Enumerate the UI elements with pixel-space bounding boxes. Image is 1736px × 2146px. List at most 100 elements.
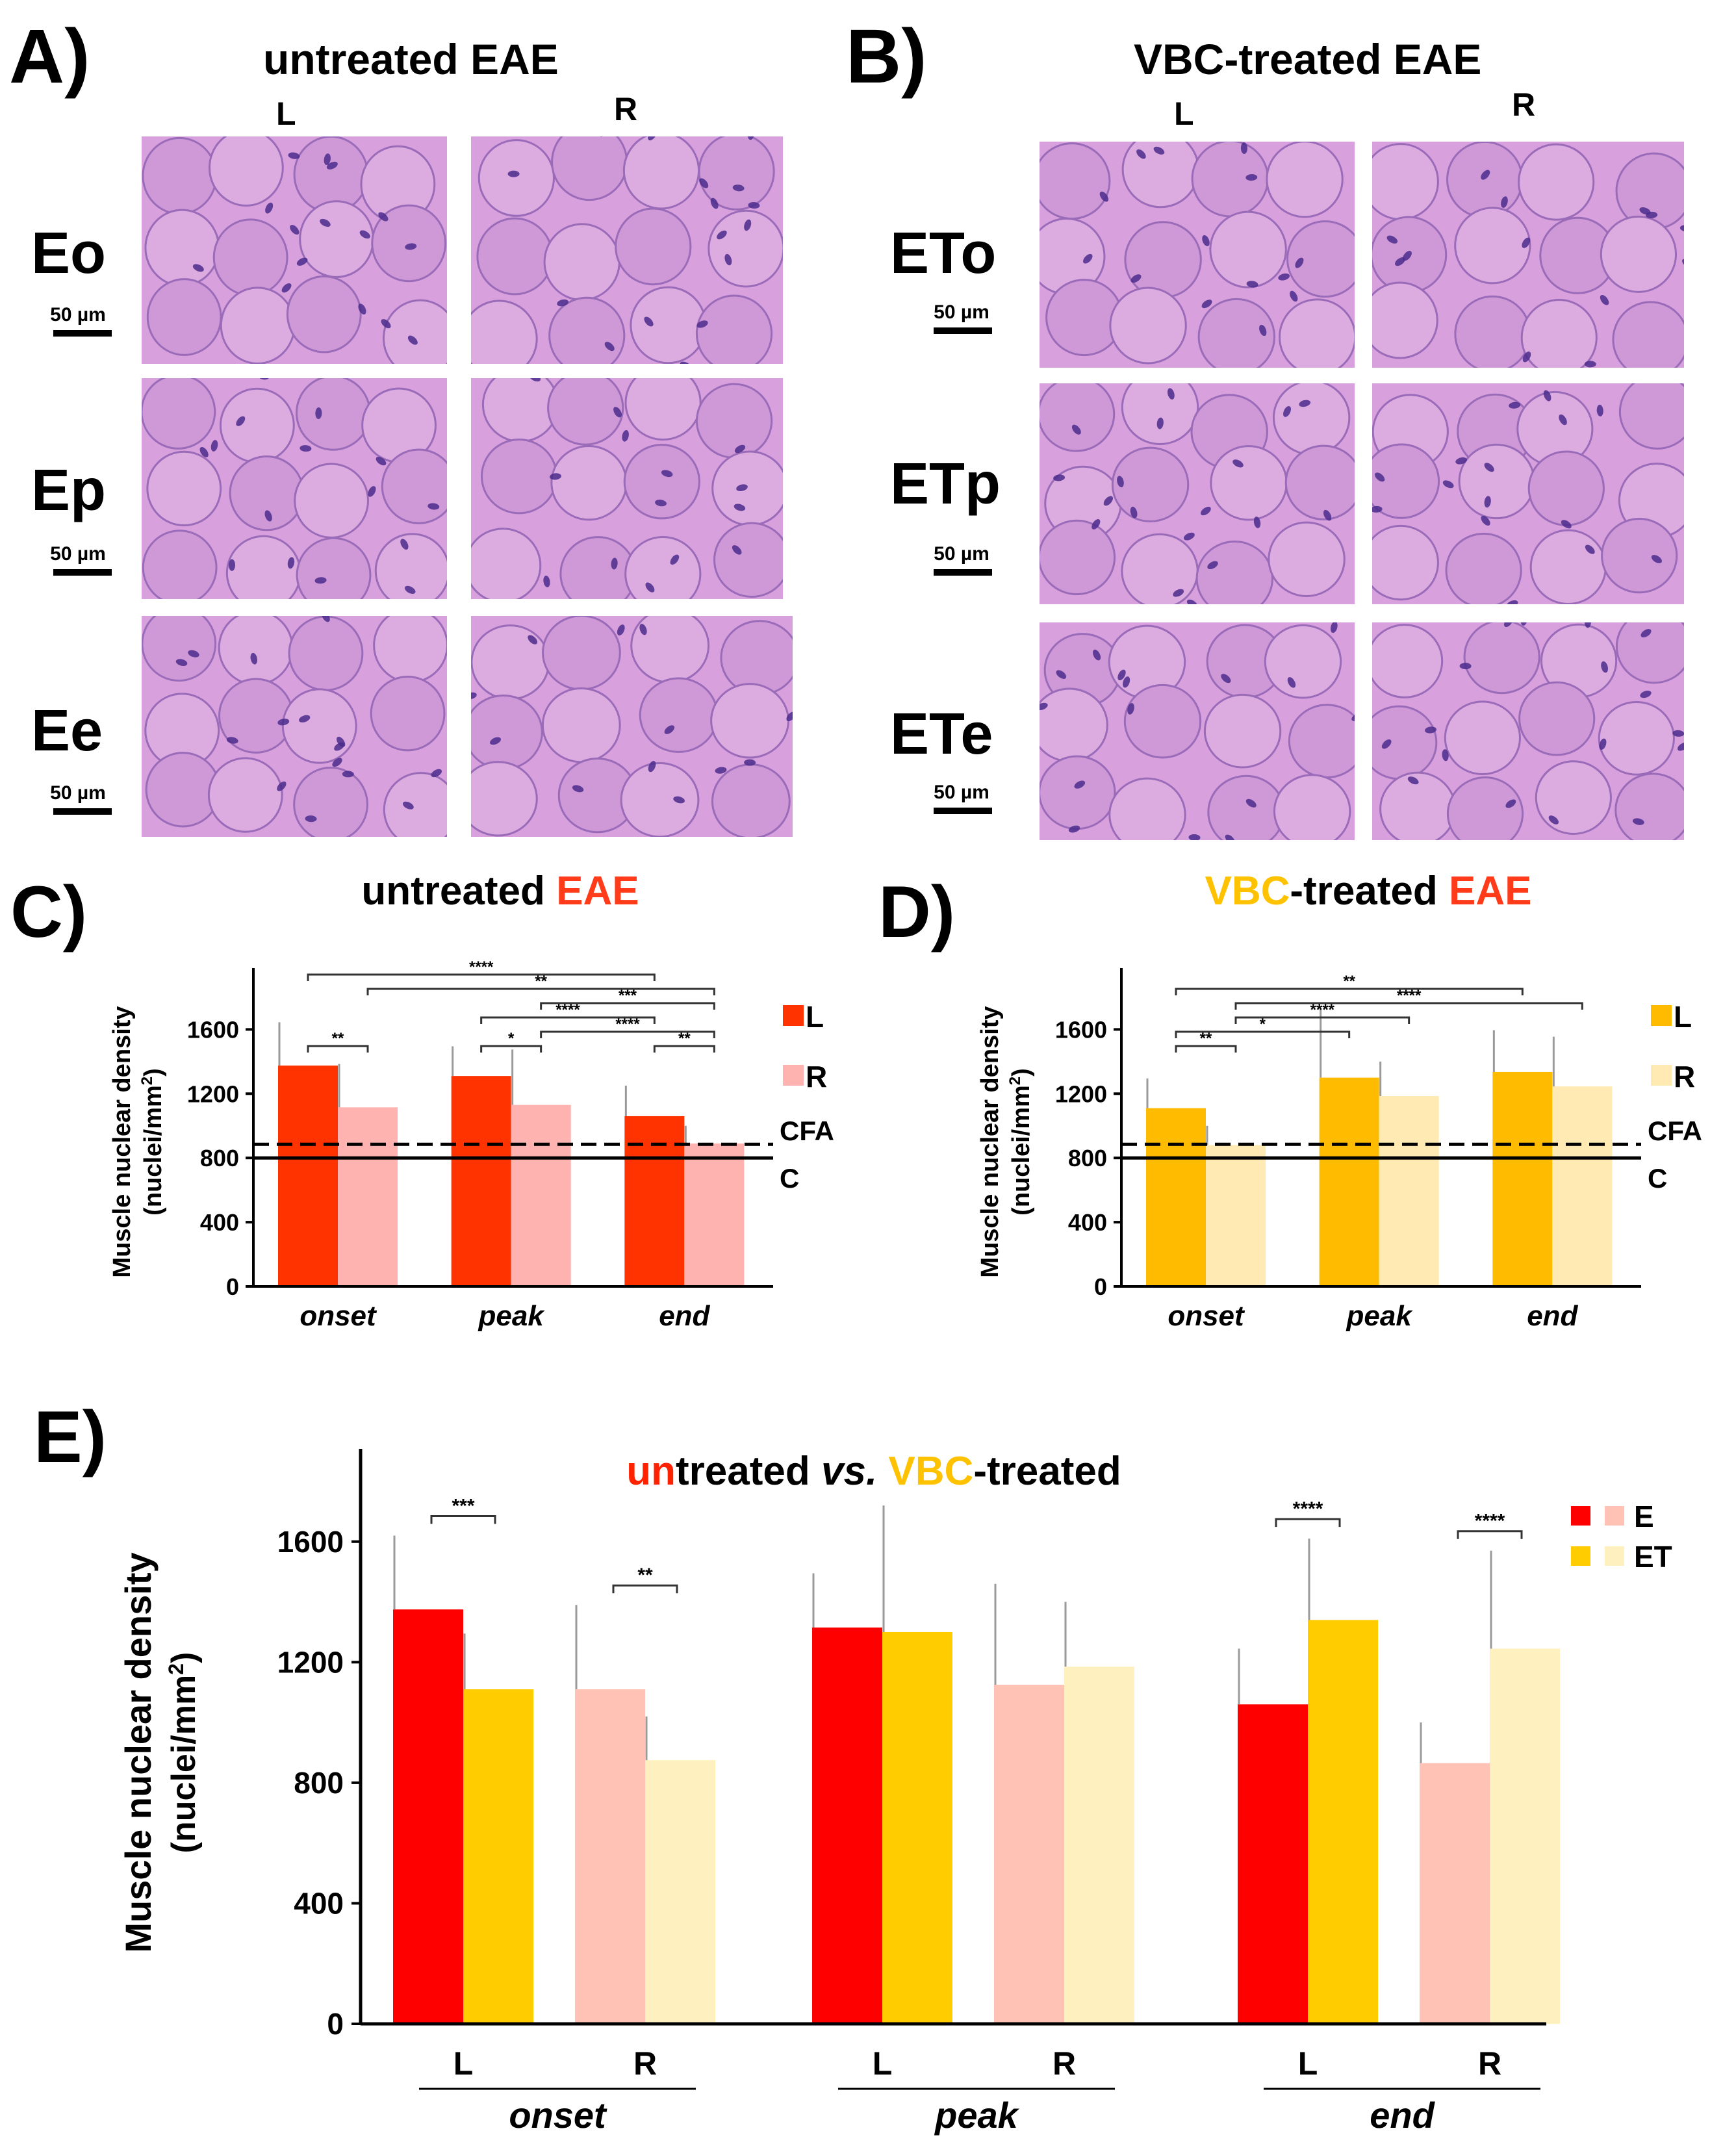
- nucleus: [358, 303, 366, 315]
- micrograph-eto-left: [1040, 142, 1355, 368]
- y-axis-unit: (nuclei/mm2): [138, 1068, 167, 1216]
- muscle-fiber: [708, 209, 783, 288]
- nucleus: [622, 429, 629, 442]
- nucleus: [661, 470, 673, 478]
- muscle-fiber: [710, 683, 789, 759]
- nucleus: [1459, 663, 1472, 670]
- significance-bracket: [480, 1016, 656, 1024]
- y-tick-label: 400: [1068, 1209, 1107, 1236]
- y-tick-label: 800: [200, 1145, 239, 1171]
- muscle-fiber: [551, 136, 628, 201]
- bar-L-peak: [1319, 1077, 1379, 1286]
- significance-bracket: [366, 988, 715, 995]
- muscle-fiber: [478, 139, 555, 217]
- bar-L-end: [1492, 1071, 1553, 1286]
- muscle-fiber: [382, 299, 447, 364]
- muscle-fiber: [1210, 445, 1288, 521]
- muscle-fiber: [1108, 777, 1186, 840]
- muscle-fiber: [219, 387, 295, 464]
- scale-label-ete: 50 µm: [934, 782, 989, 803]
- nucleus: [296, 257, 308, 266]
- nucleus: [1040, 702, 1048, 710]
- muscle-fiber: [1454, 207, 1531, 285]
- nucleus: [1201, 506, 1211, 516]
- nucleus: [549, 473, 561, 480]
- nucleus: [1351, 713, 1355, 722]
- muscle-fiber: [1615, 773, 1684, 840]
- bar-ET-L-peak: [882, 1631, 952, 2024]
- nucleus: [1509, 402, 1521, 409]
- nucleus: [1232, 459, 1244, 468]
- legend-label: R: [806, 1060, 827, 1093]
- nucleus: [305, 815, 317, 823]
- nucleus: [732, 545, 742, 555]
- muscle-fiber: [630, 286, 707, 364]
- nucleus: [228, 559, 235, 571]
- chart-title: untreated EAE: [361, 869, 639, 913]
- significance-bracket: [612, 1584, 678, 1594]
- nucleus: [428, 503, 440, 510]
- nucleus: [1585, 544, 1595, 554]
- bar-L-onset: [278, 1066, 338, 1286]
- scale-bar-eo: [53, 330, 112, 337]
- muscle-fiber: [1268, 521, 1346, 597]
- x-tick-label: peak: [1346, 1300, 1414, 1332]
- chart-title: untreated vs. VBC-treated: [626, 1449, 1121, 1494]
- panel-b-left-label: L: [1174, 96, 1194, 132]
- muscle-fiber: [695, 383, 773, 459]
- nucleus: [236, 416, 246, 426]
- muscle-fiber: [1527, 450, 1605, 526]
- nucleus: [1561, 520, 1572, 529]
- y-tick-label: 0: [1094, 1273, 1107, 1300]
- x-tick-label: onset: [1168, 1300, 1245, 1332]
- muscle-fiber: [1207, 774, 1285, 840]
- nucleus: [528, 635, 538, 645]
- x-group-label: end: [1370, 2095, 1435, 2136]
- nucleus: [1117, 476, 1124, 488]
- nucleus: [405, 243, 417, 250]
- muscle-fiber: [207, 757, 283, 833]
- significance-label: **: [1343, 973, 1355, 990]
- significance-label: **: [1200, 1030, 1212, 1047]
- legend-swatch-R: [1651, 1065, 1672, 1086]
- muscle-fiber: [1518, 681, 1596, 756]
- legend-swatch-ET-L: [1571, 1546, 1590, 1566]
- nucleus: [1240, 142, 1247, 155]
- nucleus: [1221, 674, 1231, 683]
- micrograph-eo-right: [471, 136, 783, 364]
- significance-bracket: [307, 973, 656, 981]
- nucleus: [1173, 589, 1184, 597]
- nucleus: [1099, 191, 1109, 202]
- nucleus: [1640, 691, 1652, 698]
- nucleus: [1091, 519, 1101, 530]
- muscle-fiber: [1372, 281, 1438, 359]
- legend-label: R: [1674, 1060, 1695, 1093]
- nucleus: [1372, 505, 1383, 513]
- muscle-fiber: [1529, 529, 1607, 604]
- y-axis-label: Muscle nuclear density: [976, 1006, 1004, 1277]
- muscle-fiber: [288, 616, 364, 691]
- nucleus: [1130, 274, 1142, 283]
- nucleus: [342, 771, 354, 778]
- nucleus: [381, 319, 391, 329]
- nucleus: [1201, 300, 1212, 309]
- nucleus: [1083, 253, 1093, 264]
- nucleus: [744, 759, 756, 766]
- significance-bracket: [1234, 1016, 1410, 1024]
- legend-swatch-L: [783, 1005, 804, 1026]
- muscle-fiber: [471, 528, 542, 599]
- nucleus: [1596, 404, 1603, 416]
- x-sub-label: R: [1053, 2045, 1076, 2082]
- muscle-fiber: [381, 448, 447, 524]
- micrograph-eo-left: [142, 136, 447, 364]
- nucleus: [747, 136, 754, 140]
- nucleus: [1283, 406, 1292, 417]
- muscle-fiber: [620, 762, 700, 837]
- muscle-fiber: [1444, 700, 1521, 776]
- bar-R-peak: [511, 1105, 571, 1286]
- y-tick-label: 400: [200, 1209, 239, 1236]
- bar-R-onset: [338, 1107, 398, 1286]
- bar-R-onset: [1206, 1145, 1266, 1286]
- nucleus: [724, 253, 732, 266]
- nucleus: [322, 616, 330, 622]
